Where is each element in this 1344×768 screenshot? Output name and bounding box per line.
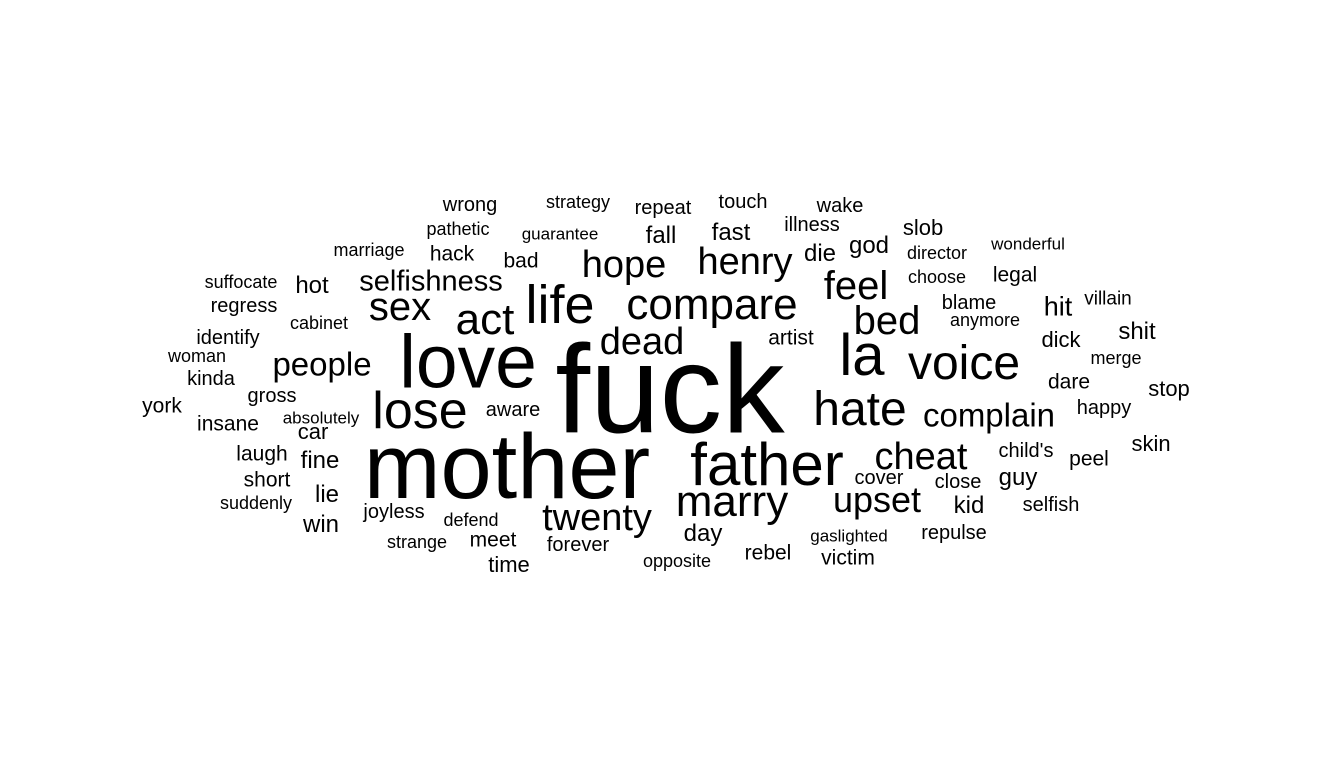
word-wrong: wrong <box>442 194 498 216</box>
word-guy: guy <box>998 464 1038 491</box>
word-fine: fine <box>300 447 340 474</box>
word-stop: stop <box>1148 376 1190 401</box>
word-god: god <box>848 232 890 259</box>
word-fast: fast <box>711 219 751 246</box>
word-pathetic: pathetic <box>426 219 490 239</box>
word-blame: blame <box>941 292 997 314</box>
word-touch: touch <box>718 191 768 213</box>
word-time: time <box>488 552 530 577</box>
word-voice: voice <box>907 337 1021 390</box>
word-illness: illness <box>784 214 840 236</box>
word-sex: sex <box>368 285 432 329</box>
word-gaslighted: gaslighted <box>810 526 888 546</box>
word-hit: hit <box>1043 291 1073 322</box>
word-strategy: strategy <box>545 192 611 212</box>
word-legal: legal <box>992 263 1038 287</box>
word-kid: kid <box>953 492 985 519</box>
word-bed: bed <box>853 299 921 343</box>
word-people: people <box>272 345 372 383</box>
word-marriage: marriage <box>333 240 405 260</box>
word-strange: strange <box>386 532 448 552</box>
word-cover: cover <box>854 467 904 489</box>
word-lie: lie <box>314 481 340 508</box>
word-meet: meet <box>469 528 517 552</box>
word-hope: hope <box>581 244 667 286</box>
word-identify: identify <box>196 327 260 349</box>
word-complain: complain <box>922 396 1056 434</box>
word-director: director <box>906 243 968 263</box>
word-act: act <box>455 295 515 344</box>
word-marry: marry <box>675 477 789 526</box>
word-slob: slob <box>902 215 944 240</box>
word-die: die <box>803 240 837 267</box>
word-guarantee: guarantee <box>521 224 599 244</box>
word-child-s: child's <box>998 440 1054 462</box>
word-win: win <box>302 511 340 538</box>
word-dick: dick <box>1041 327 1081 352</box>
word-hot: hot <box>295 272 329 299</box>
word-happy: happy <box>1076 397 1132 419</box>
word-joyless: joyless <box>363 501 425 523</box>
word-peel: peel <box>1069 447 1109 471</box>
word-suffocate: suffocate <box>204 272 278 292</box>
word-hack: hack <box>429 242 475 266</box>
word-choose: choose <box>907 267 967 287</box>
word-forever: forever <box>546 534 610 556</box>
word-fall: fall <box>645 222 677 249</box>
word-defend: defend <box>443 510 499 530</box>
word-wonderful: wonderful <box>991 234 1065 254</box>
word-close: close <box>934 471 982 493</box>
word-car: car <box>297 419 329 444</box>
word-skin: skin <box>1131 431 1171 456</box>
word-woman: woman <box>167 346 227 366</box>
word-feel: feel <box>823 264 889 308</box>
word-dead: dead <box>599 321 685 363</box>
word-regress: regress <box>210 295 278 317</box>
word-kinda: kinda <box>187 368 235 390</box>
word-cheat: cheat <box>874 436 968 478</box>
word-twenty: twenty <box>542 497 652 539</box>
word-laugh: laugh <box>236 442 288 466</box>
word-hate: hate <box>813 383 907 436</box>
word-love: love <box>399 319 537 404</box>
word-upset: upset <box>832 479 922 520</box>
word-shit: shit <box>1118 318 1156 345</box>
word-aware: aware <box>485 399 541 421</box>
word-compare: compare <box>626 280 798 329</box>
word-gross: gross <box>247 385 297 407</box>
word-day: day <box>683 520 723 547</box>
word-york: york <box>142 394 182 418</box>
word-repulse: repulse <box>921 522 987 544</box>
word-absolutely: absolutely <box>282 408 360 428</box>
word-opposite: opposite <box>642 551 712 571</box>
word-selfish: selfish <box>1022 494 1080 516</box>
word-bad: bad <box>503 249 539 273</box>
word-henry: henry <box>697 241 793 283</box>
word-villain: villain <box>1084 288 1132 310</box>
word-la: la <box>839 323 885 388</box>
word-selfishness: selfishness <box>359 265 503 298</box>
word-artist: artist <box>768 326 814 350</box>
word-dare: dare <box>1047 370 1091 394</box>
word-merge: merge <box>1090 348 1142 368</box>
word-insane: insane <box>197 412 259 436</box>
word-wake: wake <box>816 195 864 217</box>
word-lose: lose <box>372 382 468 440</box>
word-suddenly: suddenly <box>219 493 293 513</box>
word-fuck: fuck <box>555 320 785 460</box>
word-repeat: repeat <box>634 197 692 219</box>
word-mother: mother <box>363 416 651 518</box>
word-cabinet: cabinet <box>289 313 349 333</box>
word-anymore: anymore <box>949 310 1021 330</box>
word-life: life <box>525 275 595 335</box>
word-victim: victim <box>821 546 875 570</box>
word-short: short <box>243 468 291 492</box>
word-father: father <box>690 431 844 498</box>
word-rebel: rebel <box>744 541 792 565</box>
